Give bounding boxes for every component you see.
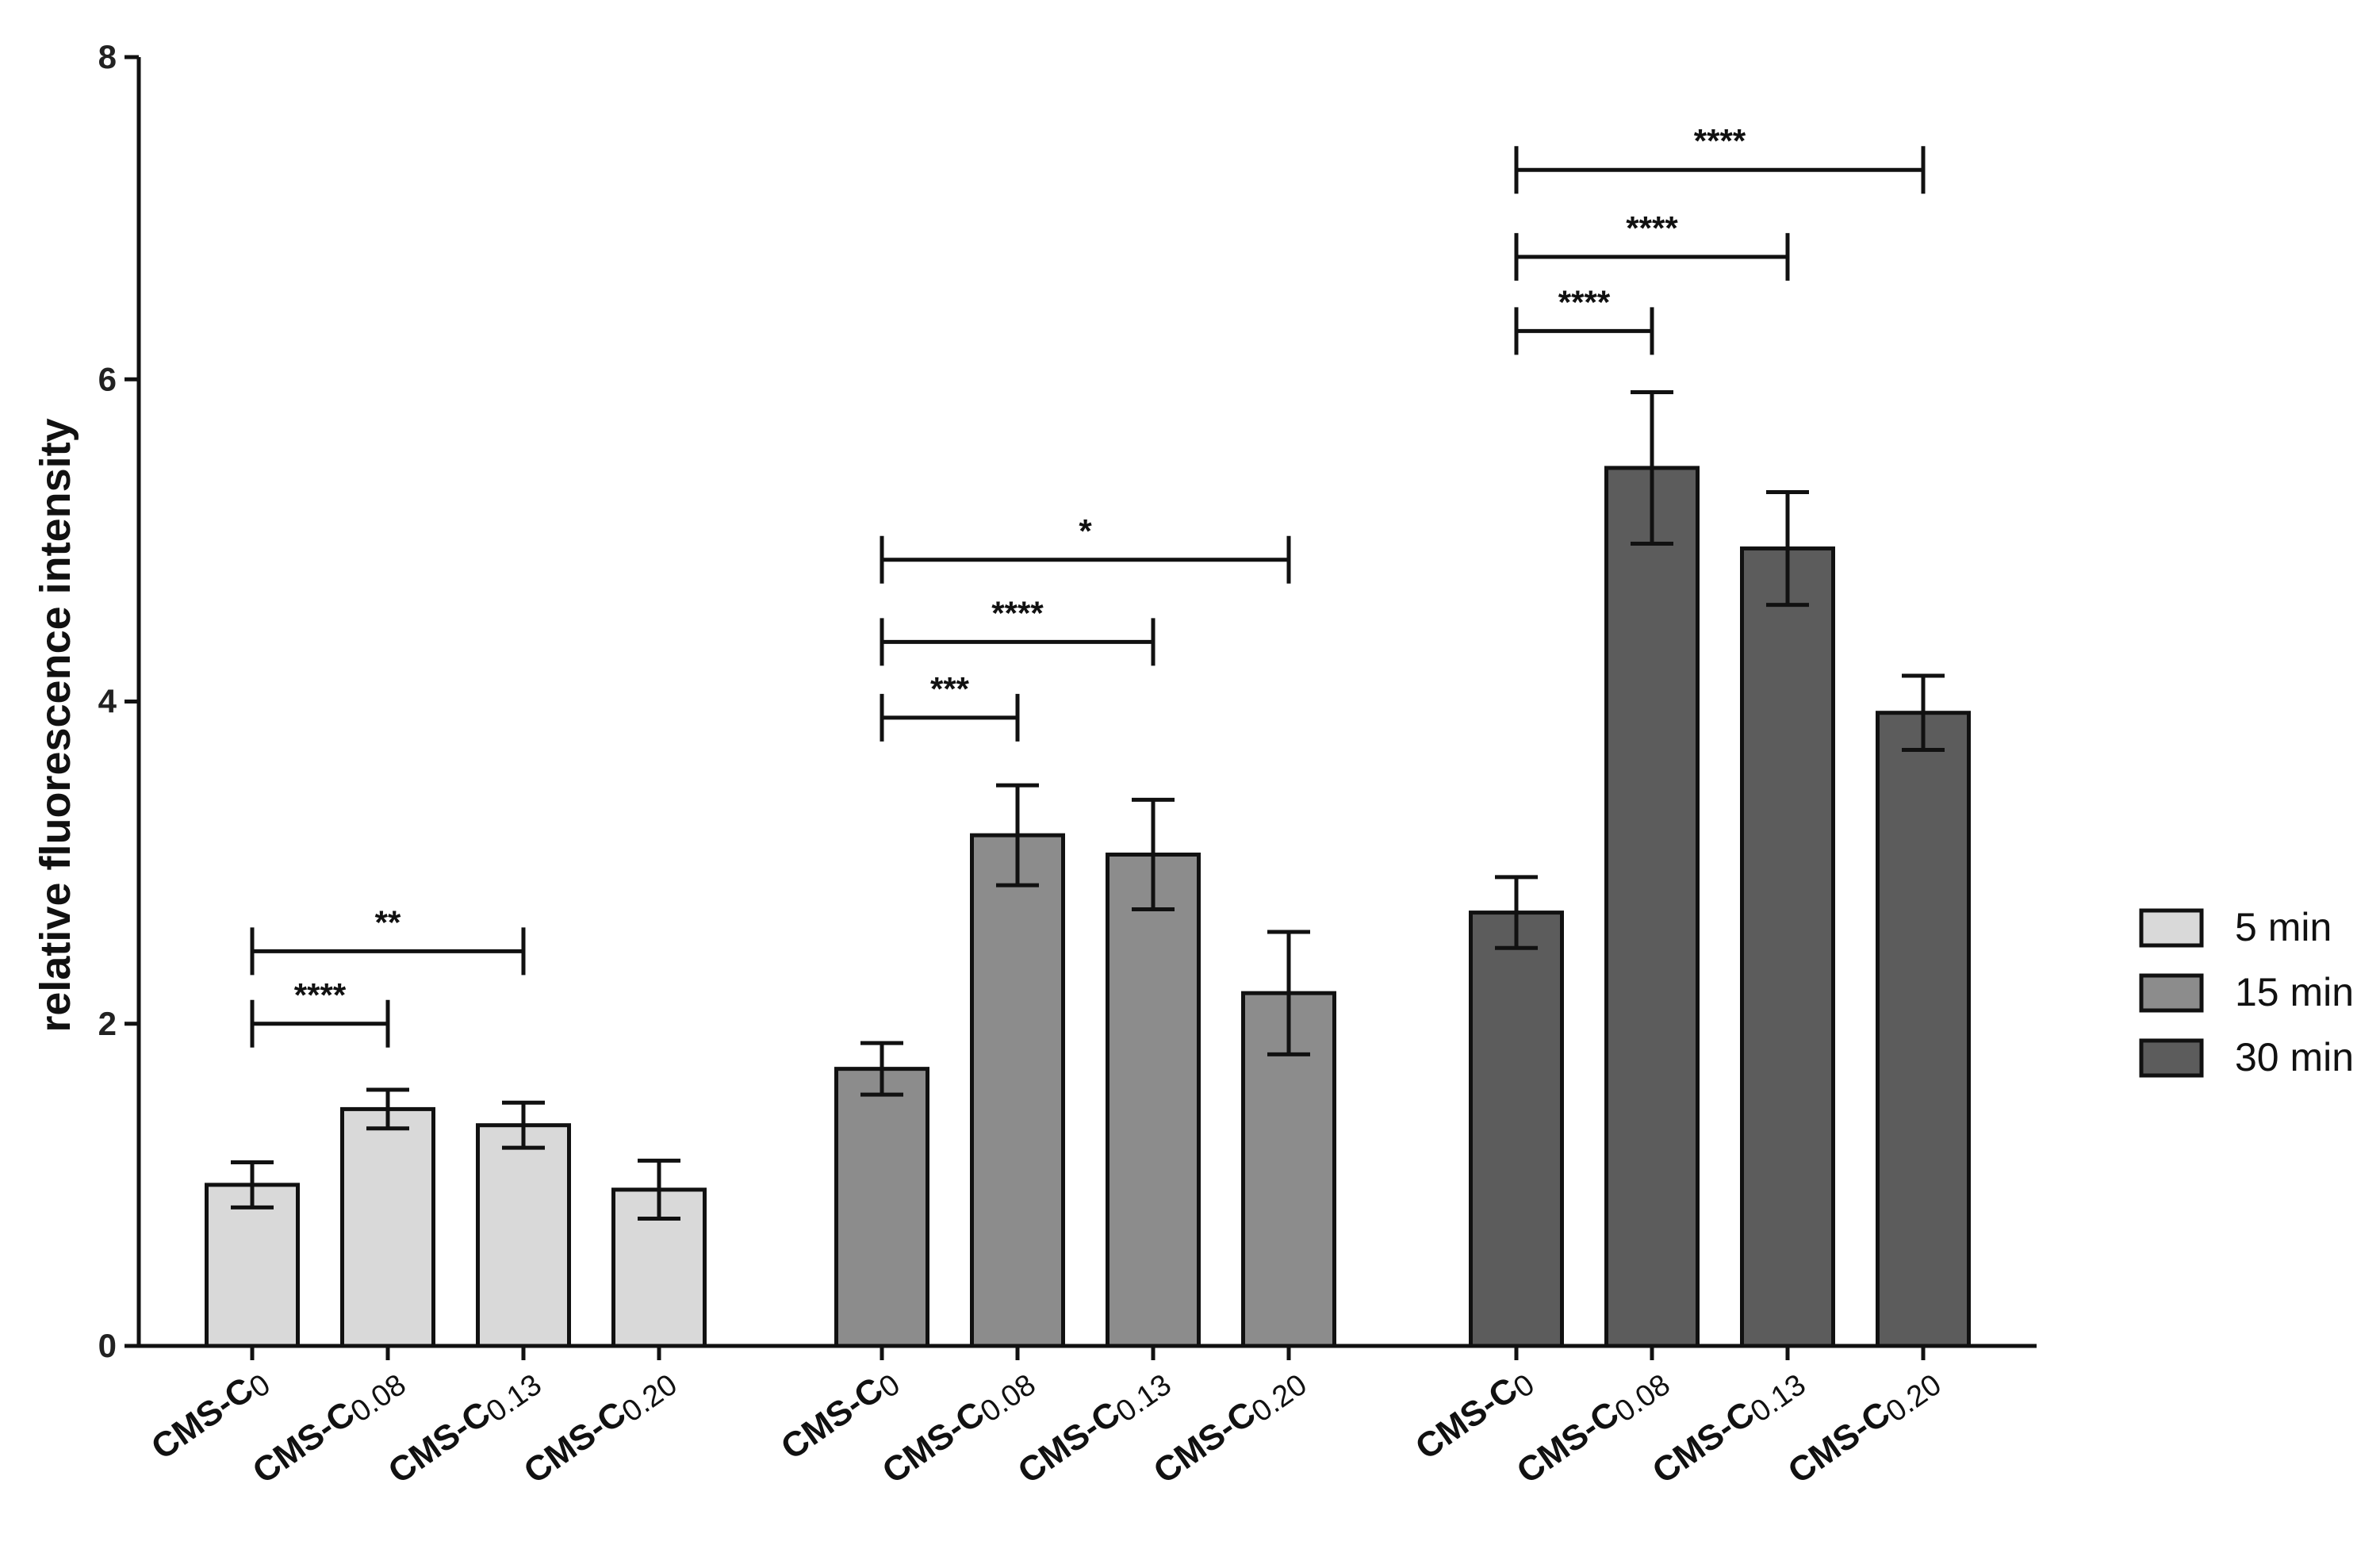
- significance-label: ****: [1694, 122, 1746, 159]
- category-prefix: CMS-C: [1011, 1394, 1127, 1491]
- x-tick-label: CMS-C0.20: [1147, 1360, 1313, 1494]
- legend-swatch: [2139, 908, 2204, 948]
- category-prefix: CMS-C: [1408, 1370, 1524, 1467]
- x-tick-label: CMS-C0.08: [876, 1360, 1042, 1494]
- bar: [1876, 711, 1971, 1348]
- error-bars: [231, 390, 1945, 1221]
- significance-label: ****: [294, 976, 347, 1014]
- x-tick-label: CMS-C0.08: [1510, 1360, 1677, 1494]
- x-tick-label: CMS-C0.20: [517, 1360, 684, 1494]
- significance-label: ***: [930, 670, 970, 707]
- bar: [476, 1123, 571, 1348]
- category-prefix: CMS-C: [1510, 1394, 1626, 1491]
- legend: 5 min 15 min 30 min: [2139, 905, 2354, 1079]
- bar: [1469, 911, 1564, 1348]
- y-tick-label: 6: [98, 360, 117, 397]
- significance-brackets: **************************: [250, 122, 1926, 1048]
- category-prefix: CMS-C: [517, 1394, 633, 1491]
- bar: [1740, 546, 1835, 1348]
- category-prefix: CMS-C: [1646, 1394, 1761, 1491]
- y-tick-label: 0: [98, 1327, 117, 1364]
- x-tick-label: CMS-C0.13: [381, 1360, 548, 1494]
- x-tick-label: CMS-C0.13: [1646, 1360, 1812, 1494]
- legend-label: 30 min: [2235, 1035, 2354, 1079]
- legend-label: 5 min: [2235, 905, 2332, 949]
- x-tick-label: CMS-C0.13: [1011, 1360, 1178, 1494]
- significance-label: ****: [991, 594, 1044, 631]
- significance-label: ****: [1558, 283, 1611, 320]
- significance-label: *: [1079, 512, 1092, 550]
- y-tick-label: 2: [98, 1005, 117, 1042]
- category-prefix: CMS-C: [876, 1394, 991, 1491]
- y-tick-label: 8: [98, 38, 117, 75]
- significance-label: **: [375, 903, 401, 941]
- bar: [340, 1106, 435, 1348]
- significance-label: ****: [1626, 209, 1678, 247]
- category-prefix: CMS-C: [246, 1394, 362, 1491]
- axes: [125, 55, 2037, 1360]
- y-tick-label: 4: [98, 683, 117, 720]
- bar: [834, 1067, 929, 1348]
- x-tick-label: CMS-C0.08: [246, 1360, 412, 1494]
- bar: [1106, 852, 1201, 1348]
- category-prefix: CMS-C: [144, 1370, 260, 1467]
- category-prefix: CMS-C: [1147, 1394, 1263, 1491]
- category-prefix: CMS-C: [774, 1370, 890, 1467]
- legend-swatch: [2139, 1038, 2204, 1078]
- legend-label: 15 min: [2235, 970, 2354, 1014]
- bar: [1604, 466, 1700, 1348]
- bar: [970, 833, 1065, 1348]
- category-prefix: CMS-C: [1781, 1394, 1897, 1491]
- legend-swatch: [2139, 973, 2204, 1013]
- bars: [205, 466, 1971, 1348]
- x-tick-label: CMS-C0.20: [1781, 1360, 1948, 1494]
- y-axis-title: relative fluorescence intensity: [32, 418, 79, 1032]
- category-prefix: CMS-C: [381, 1394, 497, 1491]
